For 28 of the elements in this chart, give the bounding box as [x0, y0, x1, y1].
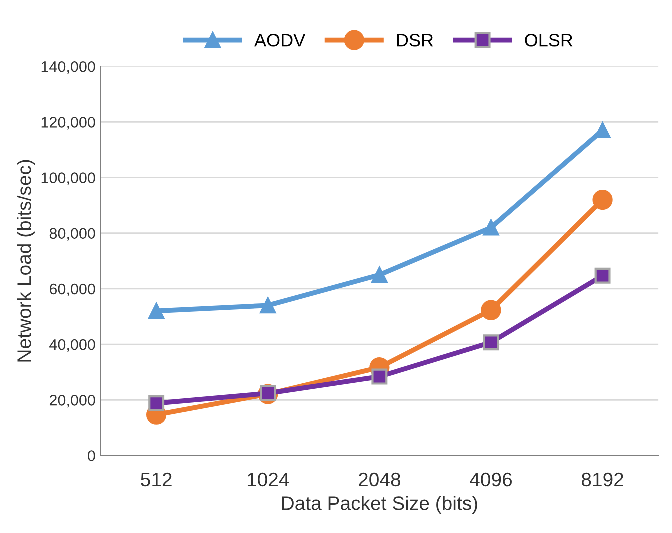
point: [483, 334, 500, 351]
y-tick-label: 60,000: [50, 284, 96, 296]
point: [260, 298, 276, 314]
legend-label: DSR: [397, 34, 434, 47]
y-tick-label: 80,000: [50, 228, 96, 241]
x-tick-label: 1024: [248, 472, 290, 487]
y-tick-label: 120,000: [42, 117, 96, 130]
y-axis-title: Network Load (bits/sec): [17, 160, 36, 362]
y-tick-label: 100,000: [42, 172, 96, 186]
point: [592, 190, 613, 210]
x-tick-label: 512: [141, 472, 172, 487]
legend-label: OLSR: [525, 34, 573, 47]
point: [481, 300, 502, 320]
x-tick-label: 8192: [582, 472, 624, 487]
y-tick-label: 40,000: [50, 339, 96, 352]
point: [148, 395, 165, 412]
x-tick-label: 4096: [470, 472, 512, 487]
point: [372, 267, 388, 284]
point: [372, 368, 388, 385]
legend-label: AODV: [254, 34, 306, 47]
x-tick-label: 2048: [359, 472, 400, 487]
point: [483, 220, 500, 236]
point: [594, 268, 611, 284]
y-tick-label: 140,000: [42, 61, 96, 74]
point: [148, 303, 165, 320]
x-axis-title: Data Packet Size (bits): [282, 496, 478, 514]
y-tick-label: 0: [88, 450, 96, 462]
y-tick-label: 20,000: [50, 395, 96, 408]
